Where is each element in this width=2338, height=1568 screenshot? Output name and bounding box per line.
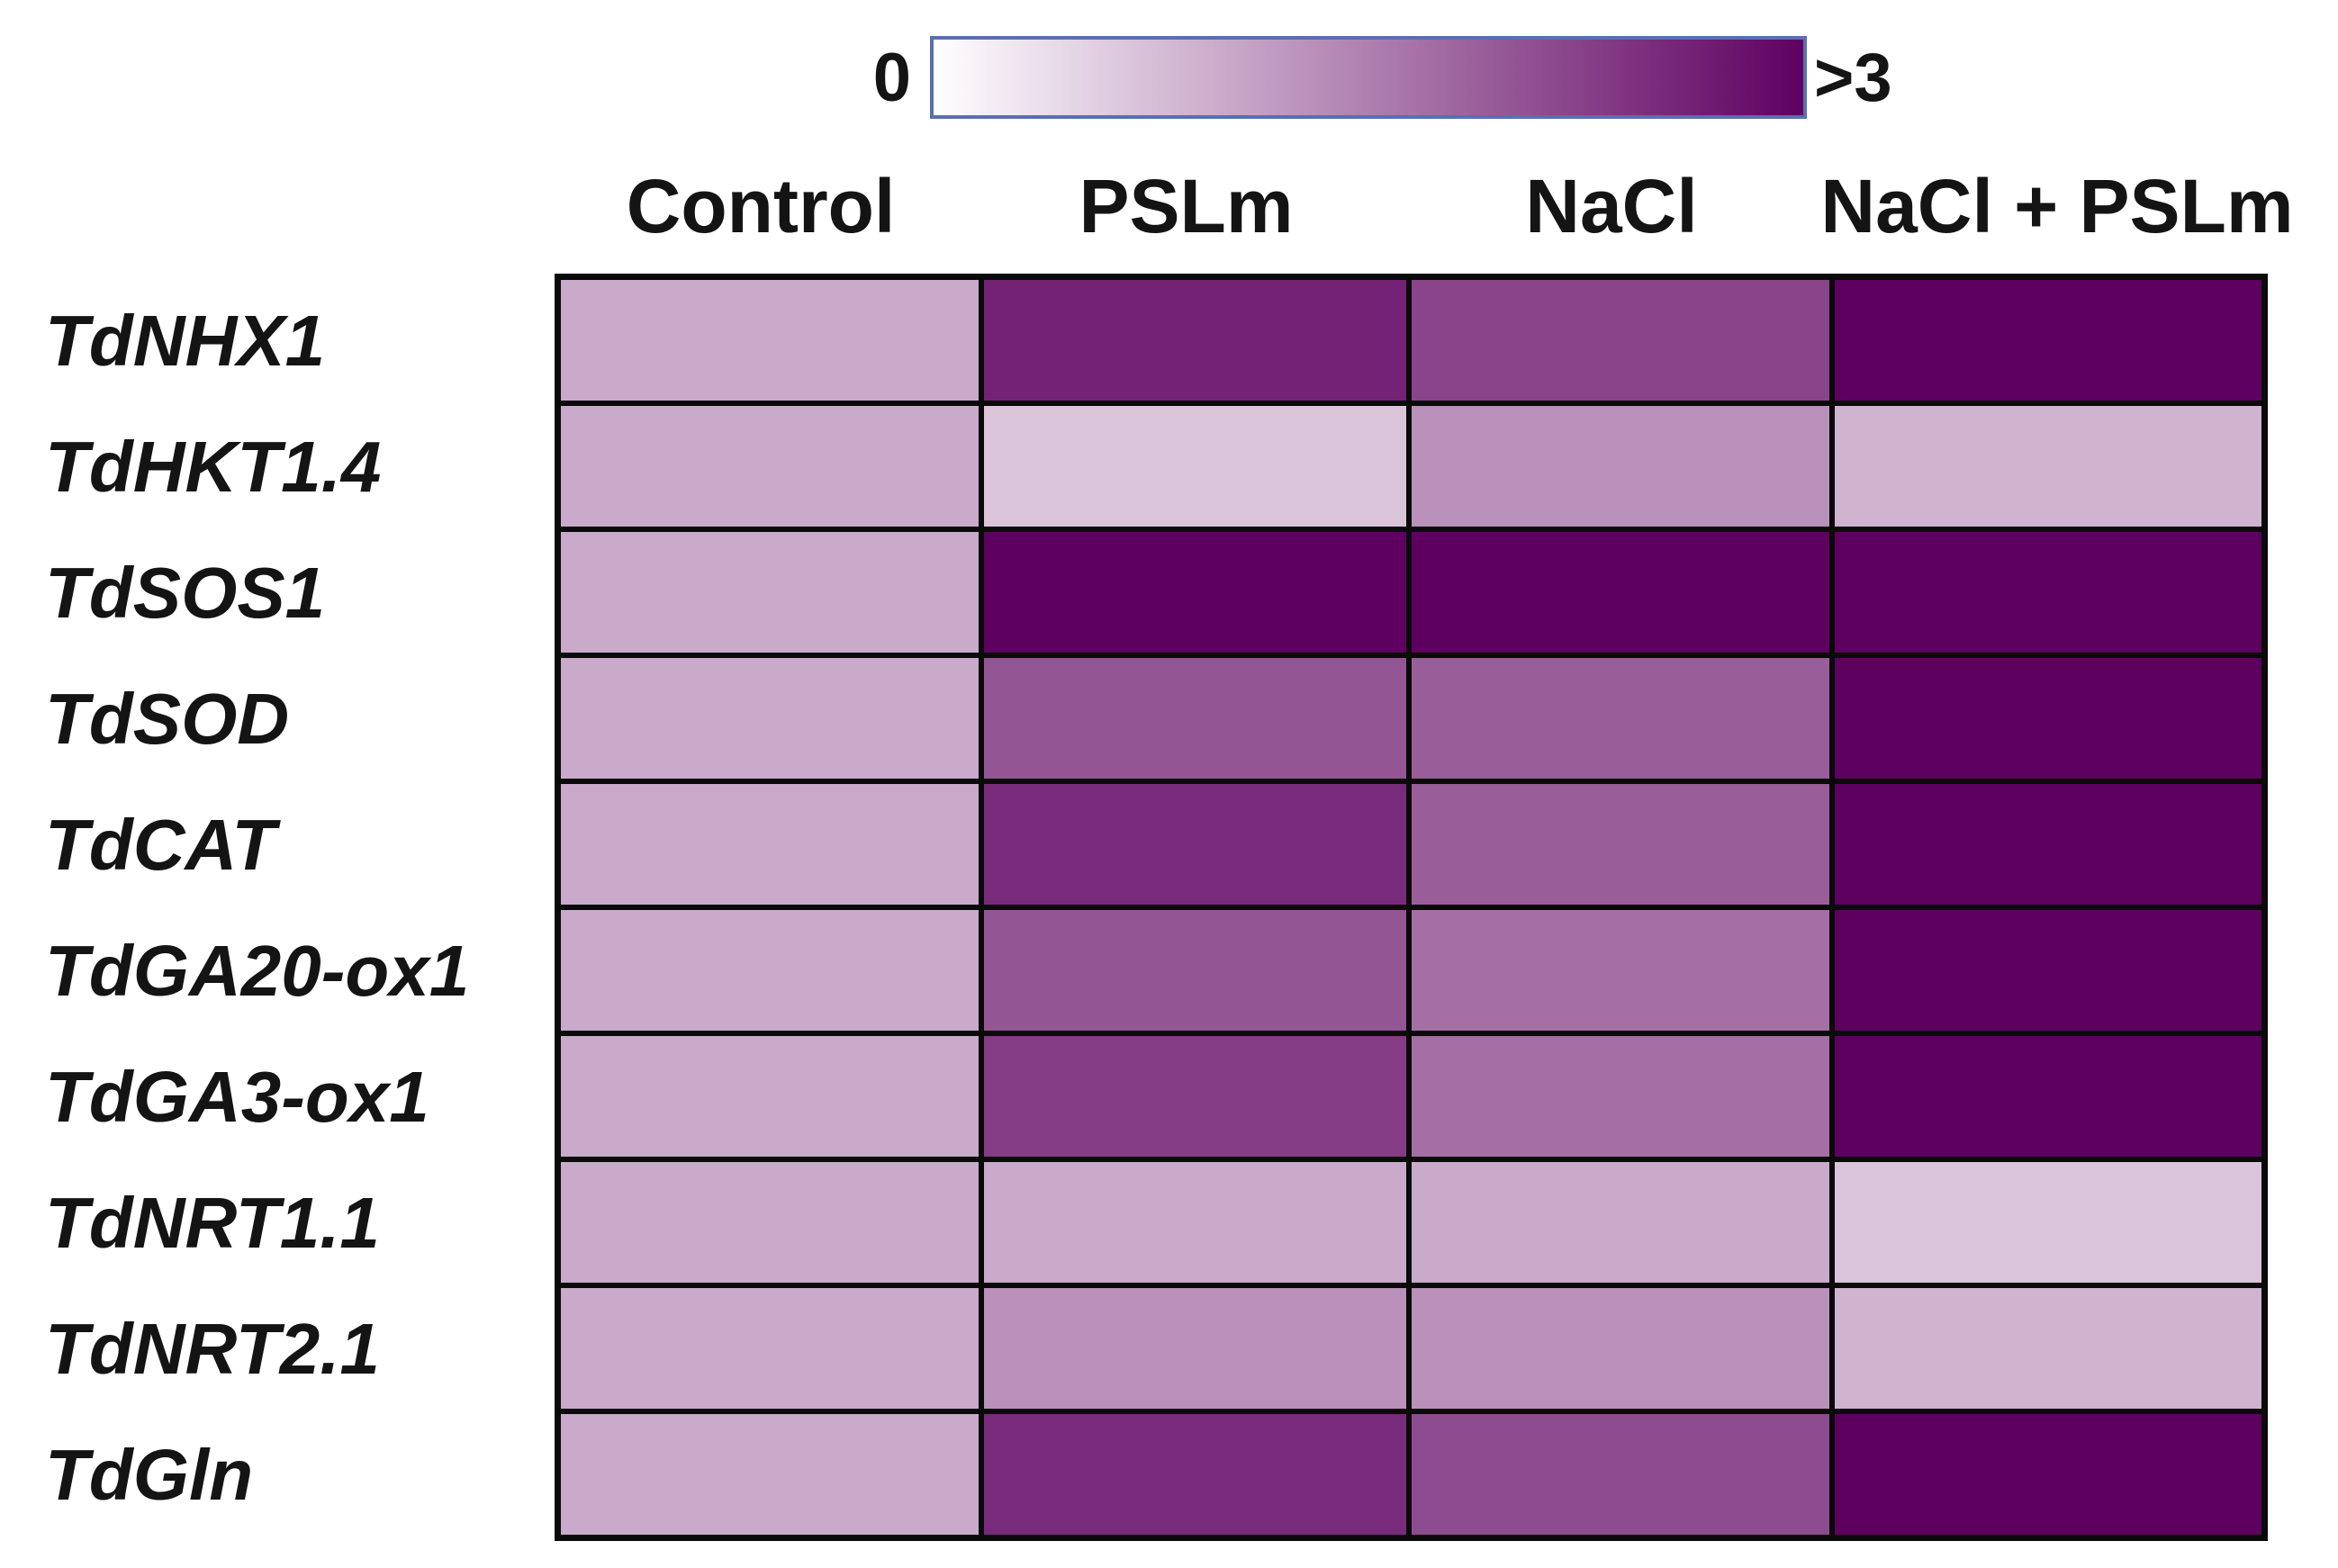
heatmap-cell bbox=[984, 1288, 1406, 1409]
column-labels: Control PSLm NaCl NaCl + PSLm bbox=[627, 164, 2294, 248]
column-label: PSLm bbox=[1079, 164, 1293, 248]
color-scale-legend: 0 >3 bbox=[873, 36, 1892, 119]
heatmap-cell bbox=[561, 406, 979, 527]
heatmap-cell bbox=[1835, 1288, 2261, 1409]
row-label: TdGA20-ox1 bbox=[45, 931, 469, 1011]
heatmap-cell bbox=[1835, 658, 2261, 779]
heatmap-cell bbox=[1835, 910, 2261, 1031]
heatmap-cell bbox=[1835, 784, 2261, 905]
color-scale-min-label: 0 bbox=[873, 40, 911, 116]
row-label: TdNHX1 bbox=[45, 301, 325, 381]
heatmap-cell bbox=[1412, 1036, 1829, 1157]
row-label: TdNRT2.1 bbox=[45, 1309, 380, 1389]
row-label: TdNRT1.1 bbox=[45, 1183, 380, 1263]
heatmap-cell bbox=[984, 658, 1406, 779]
column-label: NaCl bbox=[1525, 164, 1697, 248]
heatmap-cell bbox=[984, 406, 1406, 527]
heatmap-cell bbox=[1412, 658, 1829, 779]
row-label: TdCAT bbox=[45, 805, 281, 885]
heatmap-cell bbox=[984, 532, 1406, 653]
heatmap-cell bbox=[561, 1036, 979, 1157]
heatmap-cell bbox=[984, 784, 1406, 905]
heatmap-cell bbox=[1835, 406, 2261, 527]
color-scale-bar bbox=[930, 36, 1807, 119]
heatmap-cell bbox=[984, 1162, 1406, 1283]
heatmap-cell bbox=[1412, 532, 1829, 653]
heatmap-cell bbox=[1412, 1288, 1829, 1409]
heatmap-cell bbox=[1835, 1036, 2261, 1157]
heatmap-cell bbox=[1835, 280, 2261, 401]
heatmap-cell bbox=[561, 1162, 979, 1283]
column-label: NaCl + PSLm bbox=[1820, 164, 2293, 248]
heatmap-cell bbox=[1412, 406, 1829, 527]
row-label: TdGln bbox=[45, 1435, 253, 1515]
heatmap-cell bbox=[1412, 910, 1829, 1031]
row-label: TdGA3-ox1 bbox=[45, 1057, 429, 1137]
row-label: TdHKT1.4 bbox=[45, 427, 381, 507]
heatmap-cell bbox=[1412, 784, 1829, 905]
heatmap-cell bbox=[1835, 1162, 2261, 1283]
color-scale-max-label: >3 bbox=[1814, 40, 1892, 116]
heatmap-cell bbox=[1412, 280, 1829, 401]
heatmap-cell bbox=[561, 658, 979, 779]
heatmap-cells bbox=[555, 274, 2268, 1541]
heatmap-cell bbox=[1412, 1162, 1829, 1283]
heatmap-cell bbox=[984, 1414, 1406, 1535]
heatmap-cell bbox=[984, 910, 1406, 1031]
heatmap-cell bbox=[561, 910, 979, 1031]
row-labels: TdNHX1 TdHKT1.4 TdSOS1 TdSOD TdCAT TdGA20-ox1… bbox=[45, 301, 469, 1515]
heatmap-cell bbox=[1412, 1414, 1829, 1535]
column-label: Control bbox=[627, 164, 896, 248]
heatmap-cell bbox=[1835, 532, 2261, 653]
heatmap-cell bbox=[561, 1288, 979, 1409]
heatmap-cell bbox=[561, 280, 979, 401]
heatmap-cell bbox=[561, 784, 979, 905]
row-label: TdSOD bbox=[45, 679, 289, 759]
row-label: TdSOS1 bbox=[45, 553, 325, 633]
heatmap-cell bbox=[561, 1414, 979, 1535]
heatmap-cell bbox=[1835, 1414, 2261, 1535]
heatmap-cell bbox=[984, 280, 1406, 401]
heatmap-cell bbox=[561, 532, 979, 653]
heatmap-cell bbox=[984, 1036, 1406, 1157]
